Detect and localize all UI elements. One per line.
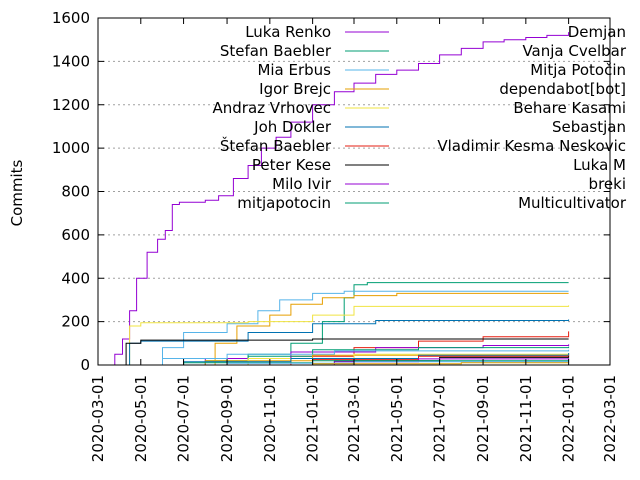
series-line — [140, 349, 570, 366]
x-tick-label: 2022-03-01 — [601, 375, 619, 462]
x-tick-label: 2021-07-01 — [431, 375, 449, 462]
y-tick-label: 0 — [80, 356, 90, 374]
x-tick-label: 2020-09-01 — [218, 375, 236, 462]
series-line — [111, 305, 570, 366]
axes: 0 200 400 600 800 1000 1200 1400 1600 2020-03-01 2… — [52, 9, 619, 462]
legend-label: Štefan Baebler — [220, 136, 332, 155]
y-tick-label: 400 — [61, 269, 90, 287]
legend-label: Sebastjan — [552, 118, 626, 136]
x-tick-label: 2020-11-01 — [261, 375, 279, 462]
series-line — [107, 32, 570, 366]
legend-label: mitjapotocin — [237, 194, 331, 212]
legend-label: dependabot[bot] — [499, 80, 626, 98]
x-tick-label: 2020-07-01 — [175, 375, 193, 462]
x-tick-label: 2021-03-01 — [345, 375, 363, 462]
y-tick-label: 1600 — [52, 9, 90, 27]
x-tick-label: 2020-05-01 — [132, 375, 150, 462]
legend-label: Mia Erbus — [257, 61, 331, 79]
series-line — [140, 290, 569, 366]
legend-label: Vanja Cvelbar — [522, 42, 626, 60]
legend-label: breki — [589, 175, 626, 193]
series-line — [114, 338, 569, 366]
x-tick-label: 2021-09-01 — [474, 375, 492, 462]
legend-label: Milo Ivir — [272, 175, 332, 193]
x-tick-label: 2021-05-01 — [388, 375, 406, 462]
y-tick-label: 1200 — [52, 96, 90, 114]
x-tick-label: 2021-11-01 — [517, 375, 535, 462]
legend-label: Multicultivator — [518, 194, 627, 212]
y-tick-label: 1400 — [52, 52, 90, 70]
legend-label: Joh Dokler — [253, 118, 332, 136]
legend-label: Mitja Potočin — [530, 61, 626, 79]
x-tick-label: 2022-01-01 — [560, 375, 578, 462]
y-tick-label: 1000 — [52, 139, 90, 157]
plot-frame — [97, 17, 611, 366]
legend-label: Demjan — [568, 23, 626, 41]
y-axis-title: Commits — [8, 159, 26, 226]
legend-label: Stefan Baebler — [220, 42, 332, 60]
legend-label: Luka M — [573, 156, 626, 174]
legend-label: Vladimir Kesma Neskovic — [437, 137, 626, 155]
series-line — [183, 292, 569, 366]
legend-label: Luka Renko — [245, 23, 331, 41]
y-tick-label: 200 — [61, 313, 90, 331]
y-tick-label: 600 — [61, 226, 90, 244]
grid — [98, 60, 610, 323]
legend-label: Igor Brejc — [259, 80, 331, 98]
legend-label: Andraz Vrhovec — [213, 99, 332, 117]
legend-label: Peter Kese — [252, 156, 331, 174]
x-tick-label: 2020-03-01 — [89, 375, 107, 462]
x-tick-label: 2021-01-01 — [304, 375, 322, 462]
legend-label: Behare Kasami — [513, 99, 626, 117]
y-tick-label: 800 — [61, 183, 90, 201]
